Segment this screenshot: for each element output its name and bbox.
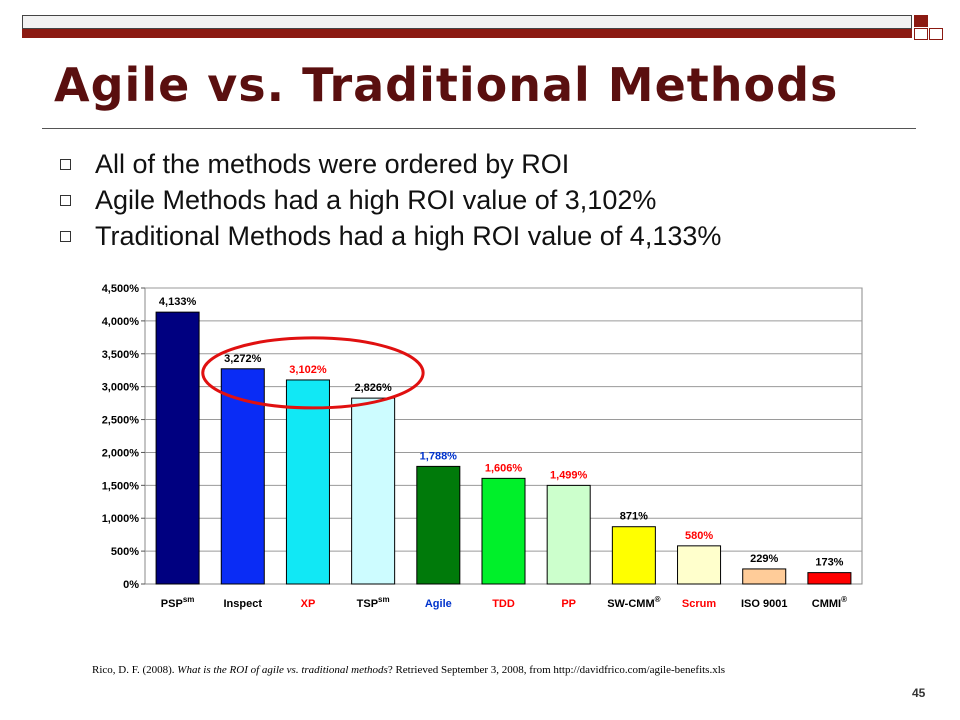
- category-superscript: ®: [841, 595, 847, 604]
- bullet-text: Traditional Methods had a high ROI value…: [95, 220, 722, 251]
- value-label: 2,826%: [354, 382, 392, 394]
- category-superscript: ®: [655, 595, 661, 604]
- slide-title: Agile vs. Traditional Methods: [54, 58, 839, 112]
- category-label: TDD: [492, 598, 515, 610]
- value-label: 3,272%: [224, 353, 262, 365]
- value-label: 229%: [750, 553, 778, 565]
- y-tick-label: 3,500%: [102, 349, 140, 361]
- bar-sw-cmm: [611, 526, 656, 585]
- roi-bar-chart: 0% 500% 1,000% 1,500% 2,000% 2,500% 3,000% 3,50…: [102, 283, 863, 610]
- category-label: ISO 9001: [741, 598, 787, 610]
- bar-xp: [285, 379, 330, 585]
- value-label: 580%: [685, 530, 713, 542]
- bar-psp: [155, 311, 200, 585]
- square-bullet-icon: [60, 158, 71, 170]
- value-label: 1,788%: [420, 450, 458, 462]
- bar-scrum: [677, 545, 722, 585]
- square-bullet-icon: [60, 230, 71, 242]
- y-tick-label: 4,000%: [102, 316, 140, 328]
- category-label: SW-CMM®: [607, 595, 660, 610]
- slide-number: 45: [912, 686, 926, 700]
- bullet-text: All of the methods were ordered by ROI: [95, 148, 570, 179]
- bar-tsp: [351, 397, 396, 585]
- bullet-text: Agile Methods had a high ROI value of 3,…: [95, 184, 657, 215]
- category-label: PSPsm: [161, 595, 195, 610]
- category-label: CMMI®: [812, 595, 847, 610]
- bullet-list: All of the methods were ordered by ROI A…: [60, 146, 721, 254]
- highlight-ellipse: [201, 336, 425, 410]
- value-label: 4,133%: [159, 296, 197, 308]
- top-bar-outline: [22, 15, 912, 29]
- top-bar-red-stripe: [22, 29, 912, 38]
- y-tick-label: 4,500%: [102, 283, 140, 295]
- top-decoration-bar: [22, 15, 943, 40]
- citation-rest: ? Retrieved September 3, 2008, from http…: [387, 664, 726, 676]
- bullet-item: Agile Methods had a high ROI value of 3,…: [60, 182, 721, 218]
- y-tick-label: 3,000%: [102, 382, 140, 394]
- bullet-item: Traditional Methods had a high ROI value…: [60, 218, 721, 254]
- value-label: 1,499%: [550, 469, 588, 481]
- square-bullet-icon: [60, 194, 71, 206]
- corner-square-empty: [929, 28, 943, 40]
- y-tick-label: 2,000%: [102, 447, 140, 459]
- corner-square-empty: [914, 28, 928, 40]
- bar-pp: [546, 484, 591, 585]
- bar-tdd: [481, 477, 526, 585]
- bullet-item: All of the methods were ordered by ROI: [60, 146, 721, 182]
- category-label: XP: [301, 598, 316, 610]
- corner-square-filled: [914, 15, 928, 27]
- bar-iso-9001: [742, 568, 787, 585]
- bar-cmmi: [807, 572, 852, 585]
- category-superscript: sm: [378, 595, 390, 604]
- citation: Rico, D. F. (2008). What is the ROI of a…: [92, 664, 725, 676]
- y-tick-label: 0%: [123, 579, 139, 591]
- value-label: 871%: [620, 511, 648, 523]
- citation-work: What is the ROI of agile vs. traditional…: [177, 664, 388, 676]
- category-label: Inspect: [224, 598, 263, 610]
- category-label: PP: [561, 598, 576, 610]
- citation-author: Rico, D. F. (2008).: [92, 664, 178, 676]
- y-tick-label: 500%: [111, 546, 139, 558]
- category-label: Agile: [425, 598, 452, 610]
- category-label: TSPsm: [357, 595, 390, 610]
- value-label: 3,102%: [289, 364, 327, 376]
- y-tick-label: 1,000%: [102, 513, 140, 525]
- value-label: 1,606%: [485, 462, 523, 474]
- bar-agile: [416, 465, 461, 585]
- y-tick-label: 2,500%: [102, 415, 140, 427]
- category-label: Scrum: [682, 598, 716, 610]
- value-label: 173%: [815, 557, 843, 569]
- category-superscript: sm: [183, 595, 195, 604]
- title-divider: [42, 128, 916, 129]
- y-tick-label: 1,500%: [102, 480, 140, 492]
